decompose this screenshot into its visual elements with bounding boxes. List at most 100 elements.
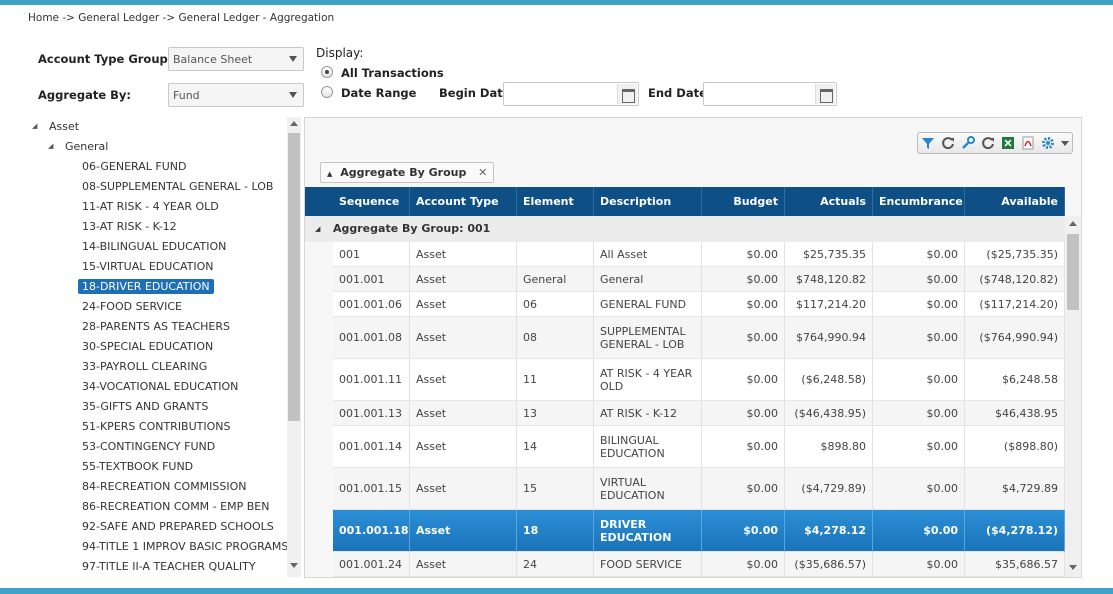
collapse-icon[interactable]: ◢ [48,142,54,150]
table-row[interactable]: 001.001.08 Asset 08 SUPPLEMENTAL GENERAL - … [333,317,1065,359]
grid-scrollbar[interactable] [1065,216,1081,577]
scroll-down-icon[interactable] [290,563,298,568]
table-row[interactable]: 001.001.11 Asset 11 AT RISK - 4 YEAR OLD $0.… [333,359,1065,401]
settings-icon[interactable] [1038,133,1058,153]
tree-node-fund[interactable]: 84-RECREATION COMMISSION [82,480,247,493]
date-range-label: Date Range [341,86,417,100]
table-cell: Asset [410,552,517,577]
account-type-group-label: Account Type Group: [38,52,173,66]
collapse-icon[interactable]: ◢ [315,225,321,233]
column-header[interactable]: Encumbrance [873,187,965,216]
tree-node-fund[interactable]: 55-TEXTBOOK FUND [82,460,194,473]
filter-icon[interactable] [918,133,938,153]
excel-icon[interactable] [998,133,1018,153]
tree-node-fund[interactable]: 33-PAYROLL CLEARING [82,360,208,373]
aggregate-by-select[interactable]: Fund [168,83,304,107]
group-chip[interactable]: ▲ Aggregate By Group ✕ [320,162,495,183]
account-tree: ◢ Asset ◢ General 06-GENERAL FUND 08-SUPP… [28,117,302,577]
table-cell: $0.00 [873,426,965,468]
collapse-icon[interactable]: ◢ [32,122,38,130]
table-cell: 15 [517,468,594,510]
tree-node-fund[interactable]: 06-GENERAL FUND [82,160,187,173]
group-row[interactable]: ◢ Aggregate By Group: 001 [305,216,1065,242]
column-header[interactable]: Element V... [517,187,594,237]
tree-node-asset[interactable]: Asset [49,120,80,133]
table-cell: $0.00 [873,292,965,317]
table-cell: 001 [333,242,410,267]
begin-date-label: Begin Date [439,86,511,100]
column-header[interactable]: Account Type [410,187,517,216]
table-cell: Asset [410,510,517,552]
table-row[interactable]: 001.001.14 Asset 14 BILINGUAL EDUCATION $0.0… [333,426,1065,468]
table-cell [517,242,594,267]
pdf-icon[interactable] [1018,133,1038,153]
tree-node-fund[interactable]: 97-TITLE II-A TEACHER QUALITY [82,560,256,573]
tree-node-fund[interactable]: 08-SUPPLEMENTAL GENERAL - LOB [82,180,274,193]
tree-scrollbar[interactable] [287,117,301,577]
tree-node-fund[interactable]: 86-RECREATION COMM - EMP BEN [82,500,270,513]
column-header[interactable]: Description [594,187,702,216]
tree-node-fund[interactable]: 13-AT RISK - K-12 [82,220,177,233]
calendar-icon[interactable] [815,84,835,104]
wrench-icon[interactable] [958,133,978,153]
breadcrumb: Home -> General Ledger -> General Ledger… [28,12,335,24]
table-cell: $0.00 [702,267,785,292]
table-cell: ($117,214.20) [965,292,1065,317]
date-range-radio[interactable] [321,86,333,98]
scroll-up-icon[interactable] [290,121,298,126]
table-row[interactable]: 001.001.06 Asset 06 GENERAL FUND $0.00 $117,2… [333,292,1065,317]
tree-node-fund[interactable]: 51-KPERS CONTRIBUTIONS [82,420,231,433]
table-row[interactable]: 001 Asset All Asset $0.00 $25,735.35 $0.00 ($2… [333,242,1065,267]
table-row[interactable]: 001.001.24 Asset 24 FOOD SERVICE $0.00 ($35,6… [333,552,1065,577]
table-cell: 24 [517,552,594,577]
table-cell: ($764,990.94) [965,317,1065,359]
column-header-label: Encumbrance [879,195,963,208]
all-transactions-radio[interactable] [321,66,333,78]
table-cell: $0.00 [702,242,785,267]
tree-node-fund[interactable]: 30-SPECIAL EDUCATION [82,340,214,353]
table-row[interactable]: 001.001.18 Asset 18 DRIVER EDUCATION $0.00 $4… [333,510,1065,552]
column-header[interactable]: Available [965,187,1065,216]
column-header[interactable]: Sequence ▲ [333,187,410,238]
tree-node-fund[interactable]: 34-VOCATIONAL EDUCATION [82,380,239,393]
table-cell: SUPPLEMENTAL GENERAL - LOB [594,317,702,359]
scroll-up-icon[interactable] [1069,221,1077,226]
tree-scroll-thumb[interactable] [288,133,300,421]
close-icon[interactable]: ✕ [478,166,488,179]
tree-node-general[interactable]: General [65,140,109,153]
calendar-icon[interactable] [617,84,637,104]
begin-date-input[interactable] [503,82,639,106]
table-cell: ($748,120.82) [965,267,1065,292]
table-row[interactable]: 001.001.15 Asset 15 VIRTUAL EDUCATION $0.00(… [333,468,1065,510]
table-cell: $0.00 [873,401,965,426]
table-row[interactable]: 001.001 Asset General General $0.00 $748,120.… [333,267,1065,292]
tree-node-fund[interactable]: 94-TITLE 1 IMPROV BASIC PROGRAMS [82,540,289,553]
group-row-label: Aggregate By Group: 001 [333,222,491,235]
dropdown-icon[interactable] [1058,133,1072,153]
column-header[interactable]: Budget [702,187,785,216]
column-header[interactable]: Actuals [785,187,873,216]
table-cell: 11 [517,359,594,401]
tree-node-fund[interactable]: 28-PARENTS AS TEACHERS [82,320,230,333]
tree-node-fund[interactable]: 15-VIRTUAL EDUCATION [82,260,214,273]
tree-node-fund[interactable]: 35-GIFTS AND GRANTS [82,400,209,413]
account-type-group-select[interactable]: Balance Sheet [168,47,304,71]
tree-node-fund[interactable]: 24-FOOD SERVICE [82,300,182,313]
grid-scroll-thumb[interactable] [1067,234,1079,310]
column-header-label: Sequence [339,195,400,208]
tree-node-fund[interactable]: 92-SAFE AND PREPARED SCHOOLS [82,520,274,533]
display-label: Display: [316,46,364,60]
reset-icon[interactable] [978,133,998,153]
tree-node-fund[interactable]: 11-AT RISK - 4 YEAR OLD [82,200,219,213]
scroll-down-icon[interactable] [1069,565,1077,570]
tree-node-fund[interactable]: 18-DRIVER EDUCATION [78,279,214,294]
table-cell: AT RISK - K-12 [594,401,702,426]
tree-node-fund[interactable]: 53-CONTINGENCY FUND [82,440,216,453]
tree-node-fund[interactable]: 14-BILINGUAL EDUCATION [82,240,227,253]
refresh-icon[interactable] [938,133,958,153]
table-row[interactable]: 001.001.13 Asset 13 AT RISK - K-12 $0.00 ($46… [333,401,1065,426]
column-header-label: Available [1001,195,1058,208]
table-cell: $0.00 [873,510,965,552]
end-date-input[interactable] [703,82,837,106]
table-cell: 13 [517,401,594,426]
